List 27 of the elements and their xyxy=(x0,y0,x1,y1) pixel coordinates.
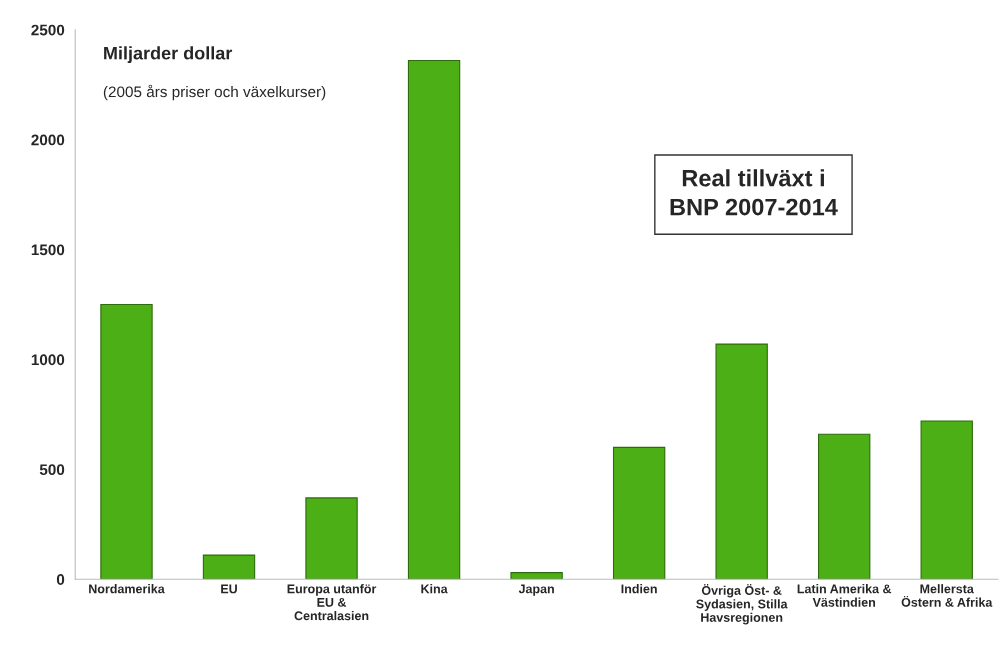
bar xyxy=(202,554,256,580)
bar xyxy=(818,433,871,580)
bar xyxy=(920,420,973,580)
x-tick-label: Europa utanför EU & Centralasien xyxy=(287,584,377,621)
y-tick-label: 1500 xyxy=(31,244,65,256)
bar xyxy=(510,572,563,580)
y-tick-label: 500 xyxy=(39,464,65,476)
y-tick-label: 2000 xyxy=(31,134,65,146)
y-axis-title: Miljarder dollar xyxy=(104,46,233,64)
x-tick-label: Övriga Öst- & Sydasien, Stilla Havsregionen xyxy=(696,584,788,625)
bar xyxy=(612,446,666,580)
bar xyxy=(715,343,768,580)
text: (2005 års priser och växelkurser) xyxy=(103,84,326,101)
y-tick-label: 0 xyxy=(56,574,65,585)
x-tick-label: Mellersta Östern & Afrika xyxy=(901,584,993,607)
bar xyxy=(407,60,461,580)
y-tick-label: 1000 xyxy=(31,354,65,366)
y-tick-label: 2500 xyxy=(31,24,65,36)
x-tick-label: Indien xyxy=(621,584,657,594)
x-tick-label: EU xyxy=(221,584,237,594)
text: Real tillväxt i BNP 2007-2014 xyxy=(670,169,838,216)
x-tick-label: Latin Amerika & Västindien xyxy=(797,584,892,607)
bar xyxy=(100,303,153,580)
x-tick-label: Kina xyxy=(421,584,448,594)
bar xyxy=(305,497,358,580)
x-tick-label: Japan xyxy=(518,584,554,596)
x-tick-label: Nordamerika xyxy=(89,584,165,594)
